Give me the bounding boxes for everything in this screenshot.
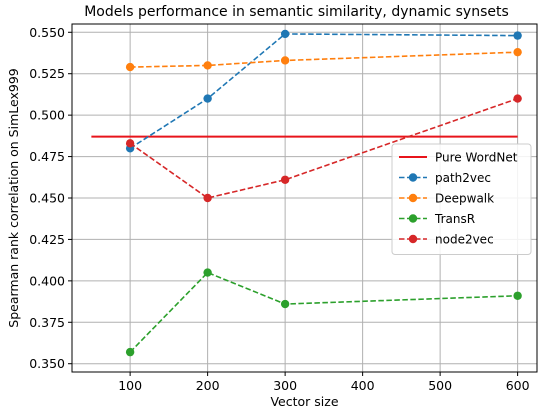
data-point-transr [513, 291, 522, 300]
ticks: 100 200 300 400 500 600 0.350 0.375 0.400 0.425 0.… [29, 25, 529, 393]
data-point-deepwalk [125, 62, 135, 72]
series-line-node2vec [129, 97, 518, 199]
x-tick-label: 400 [351, 378, 375, 393]
legend-label: TransR [434, 212, 475, 226]
data-point-path2vec [513, 31, 522, 40]
legend-marker-path2vec [408, 173, 418, 182]
x-tick-label: 500 [428, 378, 452, 393]
x-axis-label: Vector size [270, 394, 338, 409]
y-axis-label: Spearman rank correlation on SimLex999 [6, 68, 21, 327]
legend-marker-node2vec [408, 234, 418, 244]
data-point-node2vec [203, 193, 212, 203]
legend-marker-transr [408, 214, 418, 223]
legend-label: path2vec [435, 171, 491, 185]
data-point-transr [280, 299, 290, 309]
y-tick-label: 0.525 [29, 66, 65, 81]
data-point-path2vec [203, 94, 212, 103]
legend-label: Deepwalk [435, 192, 494, 206]
data-point-transr [125, 347, 135, 357]
chart-title: Models performance in semantic similarit… [84, 4, 509, 20]
data-point-path2vec [280, 29, 290, 39]
y-tick-label: 0.400 [29, 273, 65, 288]
data-point-transr [203, 268, 212, 277]
legend-label: node2vec [435, 233, 494, 247]
data-point-node2vec [280, 175, 290, 184]
legend: Pure WordNet path2vec Deepwalk TransR node2v… [391, 143, 532, 255]
series-line-path2vec [129, 33, 518, 149]
y-tick-label: 0.375 [29, 315, 65, 330]
y-tick-label: 0.450 [29, 191, 65, 206]
legend-label: Pure WordNet [435, 151, 518, 165]
y-tick-label: 0.550 [29, 25, 65, 40]
x-tick-label: 100 [118, 378, 142, 393]
data-point-node2vec [513, 94, 522, 103]
x-tick-label: 600 [506, 378, 530, 393]
x-tick-label: 300 [273, 378, 297, 393]
series-line-deepwalk [130, 51, 518, 68]
legend-marker-deepwalk [408, 193, 418, 203]
series-line-transr [129, 271, 518, 353]
y-tick-label: 0.425 [29, 232, 65, 247]
y-tick-label: 0.350 [29, 356, 65, 371]
y-tick-label: 0.500 [29, 108, 65, 123]
y-tick-label: 0.475 [29, 149, 65, 164]
data-point-deepwalk [513, 47, 522, 57]
data-point-deepwalk [280, 56, 290, 65]
legend-box [391, 143, 532, 255]
series-layer [91, 29, 522, 357]
x-tick-label: 200 [196, 378, 220, 393]
data-point-deepwalk [203, 61, 212, 70]
data-point-node2vec [125, 139, 135, 148]
